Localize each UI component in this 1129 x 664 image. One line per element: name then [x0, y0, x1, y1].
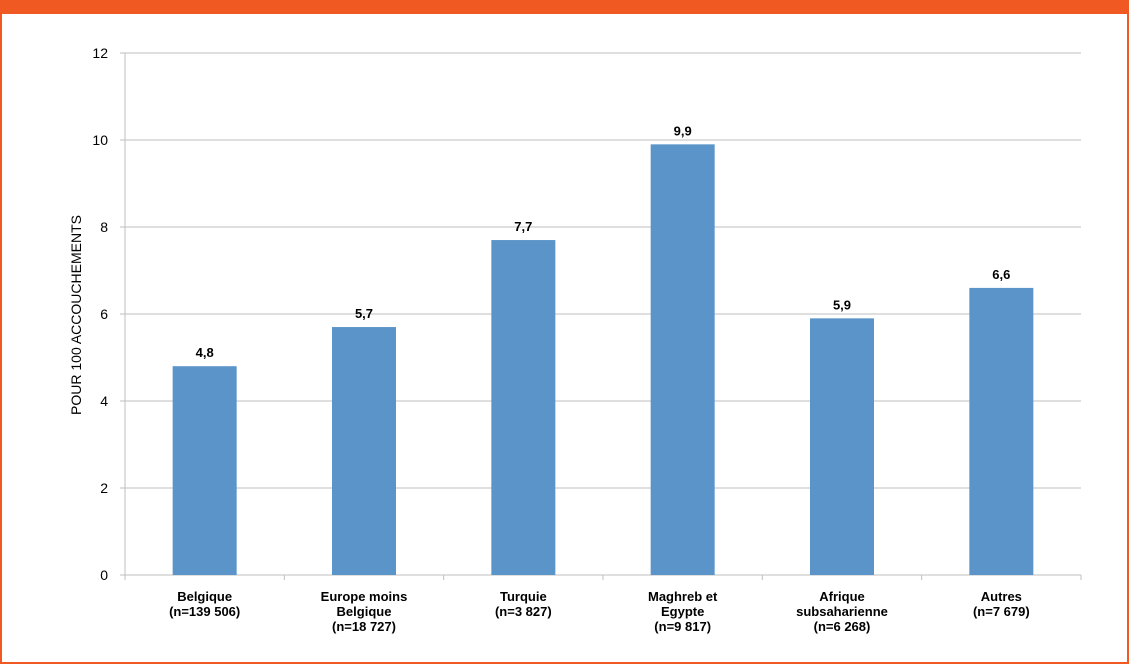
bar [491, 240, 556, 576]
bar [969, 287, 1034, 575]
category-label: Turquie (n=3 827) [495, 589, 552, 619]
y-tick-label: 10 [92, 132, 108, 148]
data-label: 6,6 [992, 267, 1010, 282]
y-tick-label: 4 [100, 393, 108, 409]
bars: 4,8 5,7 7,7 9,9 5,9 6,6 [172, 123, 1034, 576]
data-label: 7,7 [514, 219, 532, 234]
title-bar [0, 0, 1129, 14]
y-tick-label: 0 [100, 567, 108, 583]
data-label: 4,8 [196, 345, 214, 360]
gridlines [120, 52, 1082, 580]
y-tick-label: 2 [100, 480, 108, 496]
y-axis-ticks: 0 2 4 6 8 10 12 [92, 45, 108, 583]
category-label: Belgique (n=139 506) [169, 589, 240, 619]
data-label: 9,9 [674, 123, 692, 138]
bar [810, 318, 874, 575]
y-tick-label: 6 [100, 306, 108, 322]
category-label: Autres (n=7 679) [973, 589, 1030, 619]
y-tick-label: 12 [92, 45, 108, 61]
bar [172, 366, 237, 575]
x-axis-labels: Belgique (n=139 506) Europe moins Belgique(… [169, 589, 1030, 634]
bar [332, 327, 396, 575]
y-tick-label: 8 [100, 219, 108, 235]
category-label: Europe moins Belgique (n=18 727) [321, 589, 408, 634]
data-label: 5,9 [833, 297, 851, 312]
data-label: 5,7 [355, 306, 373, 321]
category-label: Maghreb et Egypte (n=9 817) [648, 589, 718, 634]
category-label: Afrique subsaharienne (n=6 268) [796, 589, 888, 634]
y-axis-label: POUR 100 ACCOUCHEMENTS [68, 215, 84, 415]
bar [650, 144, 715, 575]
